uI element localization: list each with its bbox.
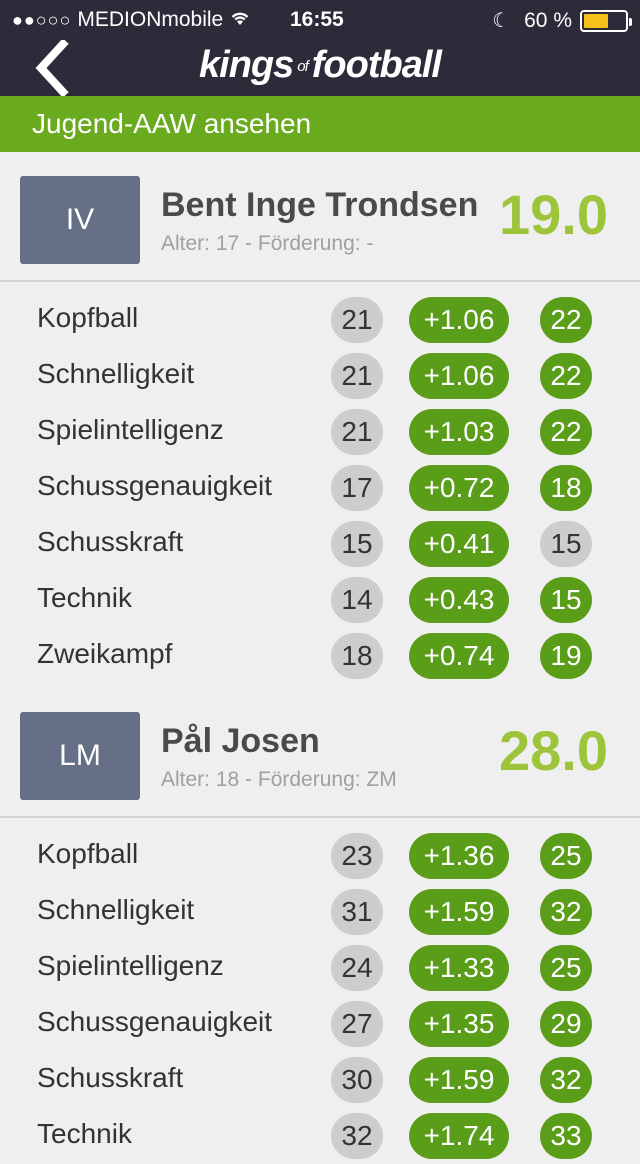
current-value: 21 xyxy=(331,297,383,343)
increase-value: +1.59 xyxy=(409,889,509,935)
skill-label: Kopfball xyxy=(37,838,139,869)
moon-icon: ☾ xyxy=(492,10,511,32)
battery-icon xyxy=(580,9,632,32)
player-header[interactable]: IV Bent Inge Trondsen Alter: 17 - Förder… xyxy=(0,152,640,282)
new-value: 15 xyxy=(540,521,592,567)
player-meta: Alter: 18 - Förderung: ZM xyxy=(161,768,397,791)
status-right: ☾ 60 % xyxy=(492,8,632,33)
skill-label: Schussgenauigkeit xyxy=(37,470,273,501)
new-value: 22 xyxy=(540,409,592,455)
new-value: 25 xyxy=(540,945,592,991)
new-value: 32 xyxy=(540,1057,592,1103)
skill-row: Schusskraft 30 +1.59 32 xyxy=(0,1052,640,1108)
skill-row: Schnelligkeit 21 +1.06 22 xyxy=(0,348,640,404)
top-bar: ●●○○○ MEDIONmobile 16:55 ☾ 60 % kings of f… xyxy=(0,0,640,96)
increase-value: +1.03 xyxy=(409,409,509,455)
increase-value: +1.33 xyxy=(409,945,509,991)
current-value: 31 xyxy=(331,889,383,935)
skill-row: Spielintelligenz 21 +1.03 22 xyxy=(0,404,640,460)
current-value: 21 xyxy=(331,353,383,399)
carrier-name: MEDIONmobile xyxy=(77,8,224,31)
skill-row: Schussgenauigkeit 17 +0.72 18 xyxy=(0,460,640,516)
skill-row: Kopfball 23 +1.36 25 xyxy=(0,828,640,884)
navigation-bar: kings of football xyxy=(0,40,640,96)
skill-label: Schnelligkeit xyxy=(37,358,195,389)
increase-value: +1.59 xyxy=(409,1057,509,1103)
increase-value: +1.35 xyxy=(409,1001,509,1047)
new-value: 25 xyxy=(540,833,592,879)
new-value: 29 xyxy=(540,1001,592,1047)
battery-fill xyxy=(584,13,608,28)
increase-value: +1.06 xyxy=(409,297,509,343)
current-value: 14 xyxy=(331,577,383,623)
current-value: 27 xyxy=(331,1001,383,1047)
skill-row: Schnelligkeit 31 +1.59 32 xyxy=(0,884,640,940)
current-value: 32 xyxy=(331,1113,383,1159)
wifi-icon xyxy=(229,10,251,31)
skill-row: Schussgenauigkeit 27 +1.35 29 xyxy=(0,996,640,1052)
skill-label: Spielintelligenz xyxy=(37,414,224,445)
player-header[interactable]: LM Pål Josen Alter: 18 - Förderung: ZM 2… xyxy=(0,688,640,818)
skill-row: Kopfball 21 +1.06 22 xyxy=(0,292,640,348)
signal-strength-icon: ●●○○○ xyxy=(12,9,72,30)
logo-kings: kings xyxy=(199,44,294,86)
player-name: Pål Josen xyxy=(161,722,320,760)
player-meta: Alter: 17 - Förderung: - xyxy=(161,232,374,255)
new-value: 15 xyxy=(540,577,592,623)
current-value: 23 xyxy=(331,833,383,879)
new-value: 22 xyxy=(540,353,592,399)
increase-value: +0.43 xyxy=(409,577,509,623)
skill-label: Kopfball xyxy=(37,302,139,333)
player-score: 28.0 xyxy=(499,719,608,782)
app-logo: kings of football xyxy=(0,44,640,87)
skill-label: Technik xyxy=(37,582,132,613)
skill-list: Kopfball 23 +1.36 25 Schnelligkeit 31 +1… xyxy=(0,818,640,1164)
position-badge: LM xyxy=(20,712,140,800)
battery-percent: 60 % xyxy=(524,8,572,32)
current-value: 17 xyxy=(331,465,383,511)
increase-value: +1.36 xyxy=(409,833,509,879)
skill-list: Kopfball 21 +1.06 22 Schnelligkeit 21 +1… xyxy=(0,282,640,684)
skill-row: Schusskraft 15 +0.41 15 xyxy=(0,516,640,572)
new-value: 32 xyxy=(540,889,592,935)
current-value: 15 xyxy=(331,521,383,567)
increase-value: +0.74 xyxy=(409,633,509,679)
new-value: 18 xyxy=(540,465,592,511)
skill-label: Technik xyxy=(37,1118,132,1149)
skill-label: Schusskraft xyxy=(37,526,184,557)
increase-value: +0.72 xyxy=(409,465,509,511)
player-list: IV Bent Inge Trondsen Alter: 17 - Förder… xyxy=(0,152,640,1164)
player-name: Bent Inge Trondsen xyxy=(161,186,479,224)
new-value: 22 xyxy=(540,297,592,343)
current-value: 18 xyxy=(331,633,383,679)
skill-label: Zweikampf xyxy=(37,638,173,669)
increase-value: +1.74 xyxy=(409,1113,509,1159)
chevron-left-icon xyxy=(35,40,69,96)
logo-of: of xyxy=(297,58,308,76)
skill-label: Schussgenauigkeit xyxy=(37,1006,273,1037)
status-bar: ●●○○○ MEDIONmobile 16:55 ☾ 60 % xyxy=(0,0,640,40)
current-value: 24 xyxy=(331,945,383,991)
current-value: 21 xyxy=(331,409,383,455)
current-value: 30 xyxy=(331,1057,383,1103)
logo-football: football xyxy=(311,44,442,86)
back-button[interactable] xyxy=(26,40,76,96)
position-badge: IV xyxy=(20,176,140,264)
new-value: 33 xyxy=(540,1113,592,1159)
skill-row: Technik 14 +0.43 15 xyxy=(0,572,640,628)
skill-row: Zweikampf 18 +0.74 19 xyxy=(0,628,640,684)
skill-label: Schnelligkeit xyxy=(37,894,195,925)
skill-label: Schusskraft xyxy=(37,1062,184,1093)
skill-label: Spielintelligenz xyxy=(37,950,224,981)
increase-value: +1.06 xyxy=(409,353,509,399)
carrier-group: ●●○○○ MEDIONmobile xyxy=(12,8,251,32)
clock: 16:55 xyxy=(290,8,344,31)
section-title: Jugend-AAW ansehen xyxy=(0,96,640,152)
increase-value: +0.41 xyxy=(409,521,509,567)
player-score: 19.0 xyxy=(499,183,608,246)
new-value: 19 xyxy=(540,633,592,679)
skill-row: Technik 32 +1.74 33 xyxy=(0,1108,640,1164)
skill-row: Spielintelligenz 24 +1.33 25 xyxy=(0,940,640,996)
